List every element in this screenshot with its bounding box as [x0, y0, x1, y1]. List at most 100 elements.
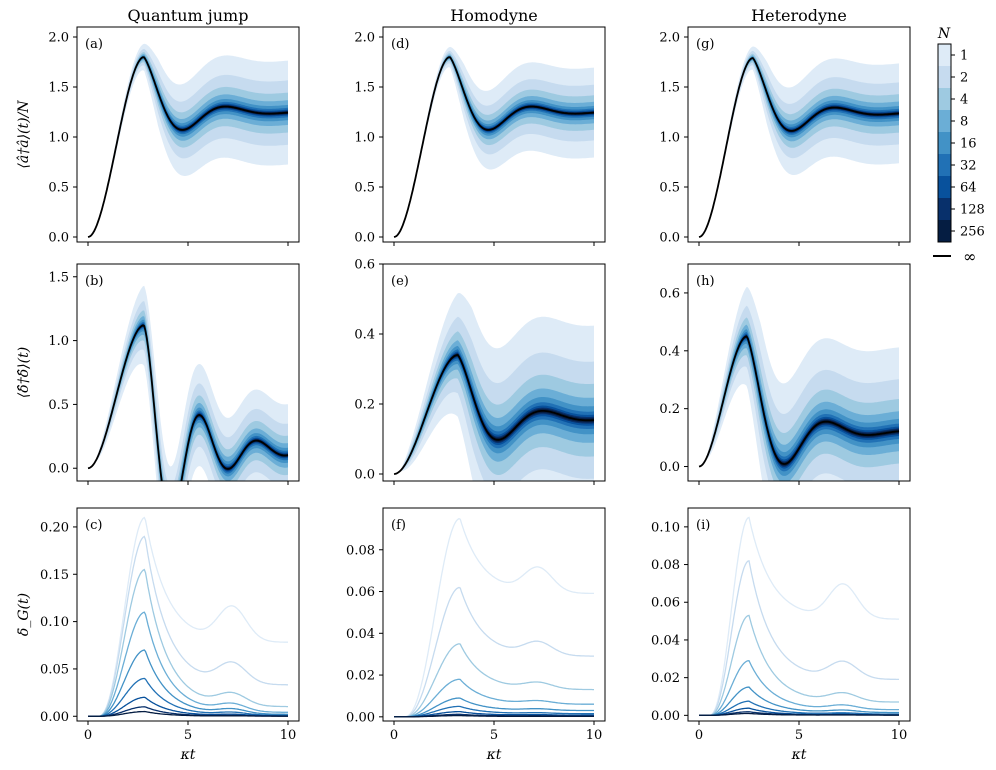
y-tick-label: 0.00 [346, 710, 375, 725]
curve-N-4 [394, 643, 594, 718]
y-tick-label: 0.2 [659, 402, 680, 417]
y-tick-label: 0.6 [659, 286, 680, 301]
plot-area [88, 516, 288, 717]
y-axis-label: ⟨â†â⟩(t)/N [16, 100, 32, 169]
x-tick-label: 10 [586, 728, 603, 743]
y-tick-label: 0.2 [354, 398, 375, 413]
y-tick-label: 0.00 [651, 709, 680, 724]
y-tick-label: 0.0 [354, 231, 375, 246]
y-tick-label: 0.08 [346, 543, 375, 558]
mean-line [698, 56, 900, 238]
plot-area [393, 46, 595, 238]
band-N-8 [394, 54, 594, 237]
y-tick-label: 0.08 [651, 558, 680, 573]
y-tick-label: 0.02 [346, 669, 375, 684]
y-tick-label: 1.5 [48, 270, 69, 285]
y-tick-label: 1.0 [48, 131, 69, 146]
column-title-2: Heterodyne [751, 6, 847, 25]
band-N-8 [699, 55, 899, 237]
colorbar-label: 128 [960, 203, 985, 218]
mean-line [393, 56, 595, 238]
panel-label: (f) [391, 518, 406, 533]
colorbar-segment [938, 88, 951, 111]
plot-area [394, 517, 594, 718]
plot-area [87, 285, 289, 481]
curve-N-8 [394, 678, 594, 718]
panel-label: (g) [696, 37, 714, 52]
panel-g: 0.0 0.5 1.0 1.5 2.0 (g) [659, 26, 911, 246]
column-title-0: Quantum jump [128, 6, 249, 25]
y-tick-label: 1.0 [354, 131, 375, 146]
curve-N-32 [394, 705, 594, 718]
curve-N-256 [88, 710, 288, 717]
y-tick-label: 0.10 [40, 615, 69, 630]
band-N-256 [394, 353, 594, 474]
y-tick-label: 0.02 [651, 671, 680, 686]
x-tick-label: 5 [795, 728, 803, 743]
curve-N-16 [88, 649, 288, 717]
panel-c: 0.00 0.05 0.10 0.15 0.20 0 5 10 κt (c) δ̄_G(t) [16, 507, 300, 763]
y-tick-label: 0.5 [659, 181, 680, 196]
panel-label: (b) [85, 274, 103, 289]
x-tick-label: 5 [184, 728, 192, 743]
curve-N-2 [88, 535, 288, 717]
y-tick-label: 0.0 [48, 231, 69, 246]
panel-d: 0.0 0.5 1.0 1.5 2.0 (d) [354, 26, 606, 246]
colorbar-label: 64 [960, 181, 977, 196]
x-tick-label: 0 [84, 728, 92, 743]
colorbar: N1 2 4 8 16 32 64 128 256 ∞ [933, 26, 985, 266]
band-N-16 [699, 329, 899, 476]
curve-N-32 [699, 700, 899, 716]
y-tick-label: 0.06 [346, 585, 375, 600]
colorbar-segment [938, 66, 951, 89]
y-axis-label: ⟨δ̂†δ̂⟩(t) [16, 347, 32, 398]
curve-N-16 [394, 697, 594, 718]
colorbar-label: 1 [960, 49, 968, 64]
y-tick-label: 1.5 [354, 81, 375, 96]
x-tick-label: 10 [280, 728, 297, 743]
y-tick-label: 0.00 [40, 710, 69, 725]
band-N-32 [699, 331, 899, 472]
colorbar-label: 4 [960, 93, 968, 108]
colorbar-frame [937, 43, 952, 243]
x-tick-label: 0 [390, 728, 398, 743]
y-tick-label: 2.0 [659, 31, 680, 46]
x-tick-label: 10 [891, 728, 908, 743]
mean-line [393, 354, 595, 475]
plot-area [698, 287, 900, 481]
y-tick-label: 0.04 [651, 633, 680, 648]
plot-area [698, 46, 900, 238]
colorbar-segment [938, 176, 951, 199]
curve-N-8 [699, 660, 899, 716]
y-tick-label: 1.0 [48, 334, 69, 349]
colorbar-segment [938, 44, 951, 67]
y-tick-label: 0.5 [48, 398, 69, 413]
colorbar-label: 8 [960, 115, 968, 130]
panel-b: 0.0 0.5 1.0 1.5 (b) ⟨δ̂†δ̂⟩(t) [16, 263, 300, 485]
colorbar-segment [938, 154, 951, 177]
curve-N-1 [699, 516, 899, 716]
x-tick-label: 0 [695, 728, 703, 743]
band-N-64 [699, 333, 899, 469]
y-tick-label: 0.5 [354, 181, 375, 196]
curve-N-8 [88, 611, 288, 717]
infinity-label: ∞ [963, 247, 976, 266]
y-axis-label: δ̄_G(t) [16, 593, 32, 636]
plot-area [699, 516, 899, 716]
colorbar-title: N [937, 26, 951, 42]
panel-i: 0.00 0.02 0.04 0.06 0.08 0.10 0 5 10 κt (i) [651, 507, 911, 763]
curve-N-256 [699, 712, 899, 716]
curve-N-1 [88, 516, 288, 717]
x-axis-label: κt [791, 747, 807, 763]
axes-frame [76, 507, 300, 722]
y-tick-label: 0.0 [354, 468, 375, 483]
x-axis-label: κt [486, 747, 502, 763]
curve-N-4 [699, 614, 899, 716]
panel-label: (e) [391, 274, 409, 289]
mean-line [87, 56, 289, 238]
y-tick-label: 0.0 [659, 231, 680, 246]
curve-N-32 [88, 677, 288, 717]
panel-label: (d) [391, 37, 409, 52]
colorbar-segment [938, 132, 951, 155]
